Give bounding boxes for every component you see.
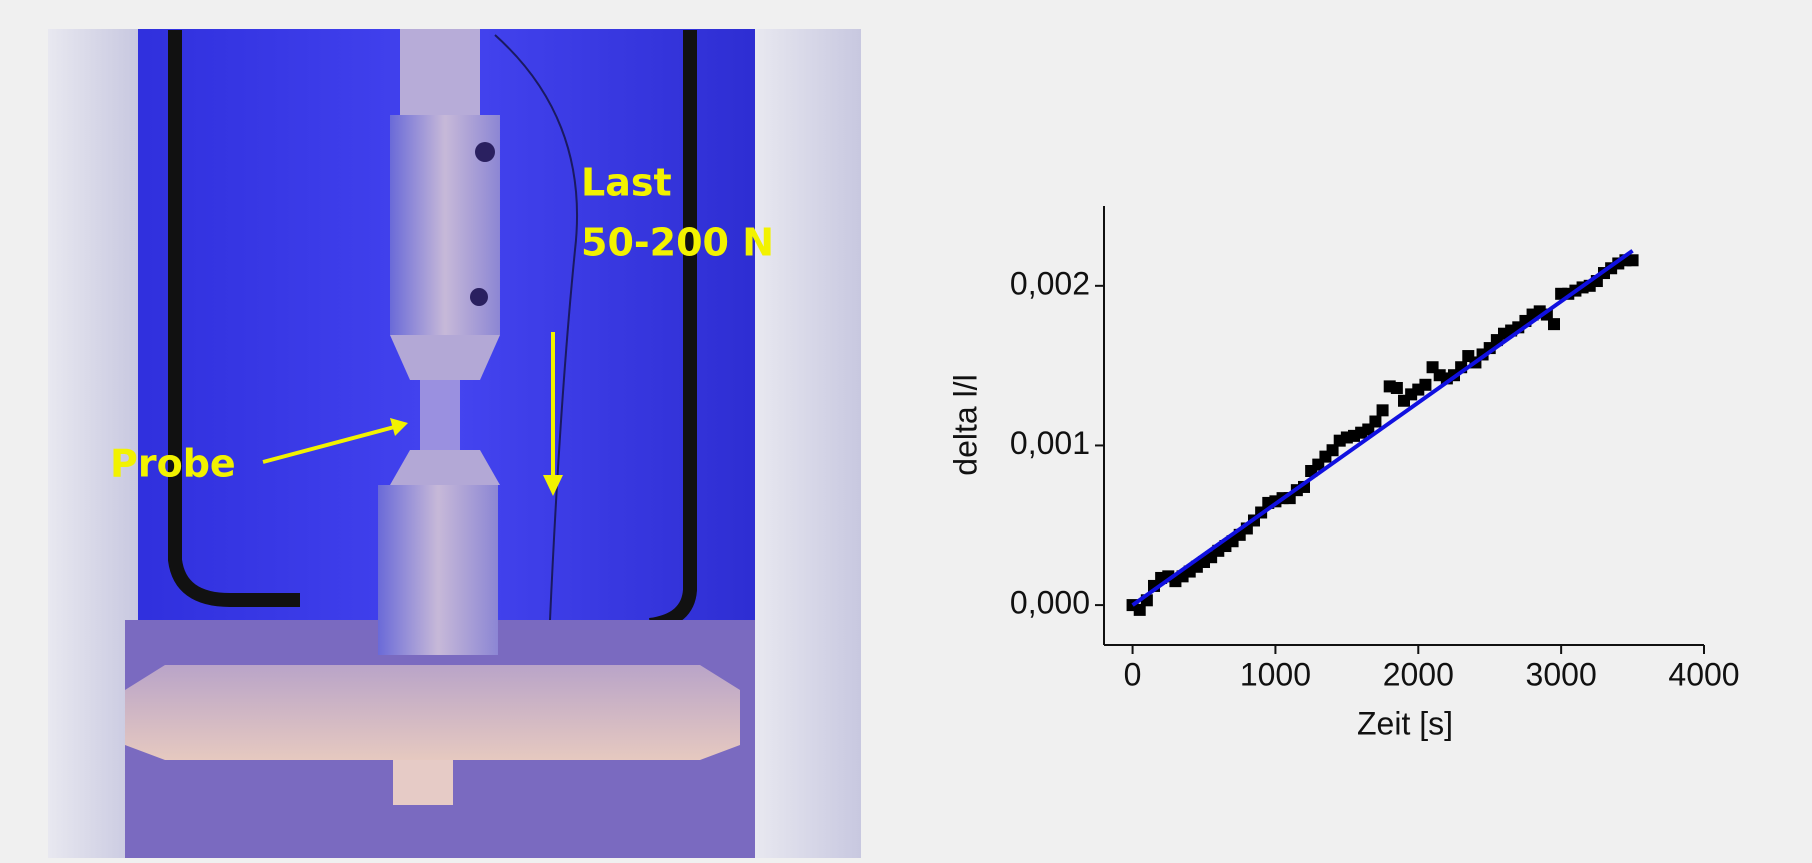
data-point <box>1548 318 1560 331</box>
annotation: 50-200 N <box>581 221 774 265</box>
x-tick-label: 1000 <box>1240 656 1311 692</box>
cable <box>168 30 300 607</box>
hole <box>475 142 495 162</box>
data-point <box>1390 381 1403 394</box>
rod <box>400 29 480 119</box>
y-tick-label: 0,001 <box>1010 425 1090 461</box>
specimen <box>420 380 460 450</box>
x-tick-label: 3000 <box>1526 656 1597 692</box>
data-point <box>1133 603 1146 616</box>
annotation: Last <box>581 161 672 205</box>
plate <box>125 665 740 760</box>
hole <box>470 288 488 306</box>
arrow <box>262 424 399 464</box>
fit-line <box>1131 249 1634 607</box>
x-axis-label: Zeit [s] <box>1357 705 1453 741</box>
data-point <box>1369 415 1382 428</box>
post <box>393 760 453 805</box>
data-point <box>1626 254 1639 267</box>
annotation: Probe <box>110 442 236 486</box>
y-tick-label: 0,000 <box>1010 585 1090 621</box>
arrow-head <box>390 418 408 436</box>
insulation <box>48 29 138 858</box>
grip <box>390 335 500 380</box>
photo: Last 50-200 N Probe <box>48 29 861 858</box>
y-tick-label: 0,002 <box>1010 265 1090 301</box>
grip <box>390 450 500 485</box>
rod <box>378 485 498 655</box>
chart: Zeit [s] delta l/l 0 1000 2000 3000 4000 0,00… <box>947 206 1740 741</box>
data-point <box>1419 378 1432 391</box>
crack <box>494 34 579 621</box>
x-tick-label: 2000 <box>1383 656 1454 692</box>
data-point <box>1376 404 1389 417</box>
x-tick-label: 0 <box>1124 656 1142 692</box>
y-axis-label: delta l/l <box>947 374 983 475</box>
data-point <box>1326 444 1339 457</box>
x-tick-label: 4000 <box>1668 656 1739 692</box>
arrow-head <box>543 475 563 496</box>
insulation <box>755 29 861 858</box>
